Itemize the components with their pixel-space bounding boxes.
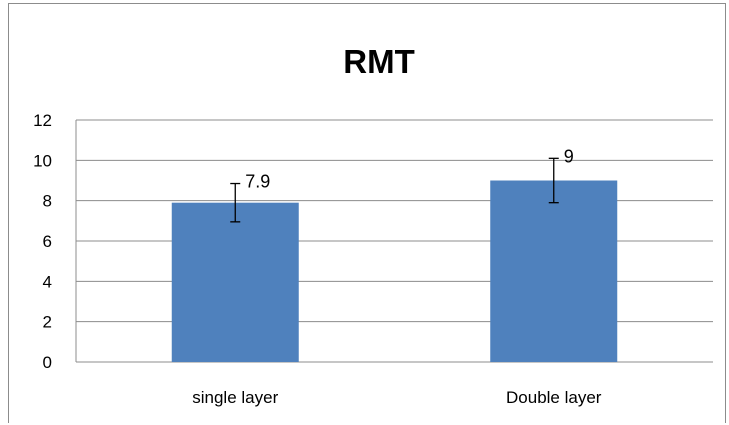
category-label-1: Double layer (506, 388, 602, 407)
error-bars (230, 157, 559, 223)
data-labels: 7.99 (245, 146, 574, 191)
y-tick-label: 10 (33, 151, 52, 170)
error-bar-0 (230, 182, 241, 223)
y-tick-label: 0 (43, 353, 52, 372)
y-tick-label: 6 (43, 232, 52, 251)
y-tick-label: 8 (43, 192, 52, 211)
y-tick-label: 12 (33, 111, 52, 130)
data-label-1: 9 (564, 146, 574, 166)
data-label-0: 7.9 (245, 172, 270, 192)
gridlines (75, 119, 713, 363)
y-axis-tick-labels: 0 2 4 6 8 10 12 (33, 111, 52, 372)
y-tick-label: 2 (43, 313, 52, 332)
chart-title: RMT (343, 43, 414, 80)
bars (171, 180, 618, 362)
x-axis-category-labels: single layer Double layer (192, 388, 602, 407)
bar-0 (171, 202, 299, 362)
error-bar-1 (548, 157, 559, 204)
chart-frame (8, 3, 726, 423)
bar-1 (490, 180, 618, 362)
y-tick-label: 4 (43, 272, 52, 291)
category-label-0: single layer (192, 388, 278, 407)
